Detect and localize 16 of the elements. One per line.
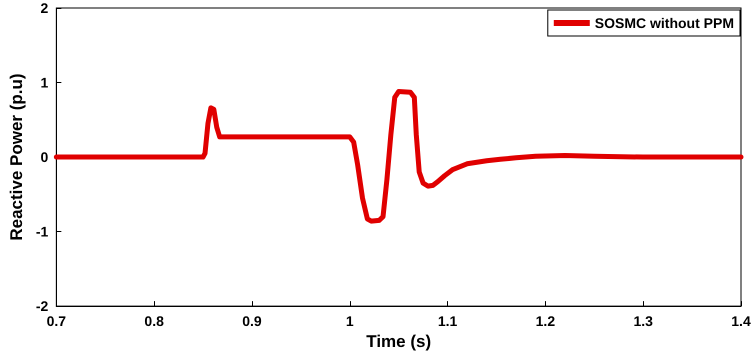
y-tick-label: -2 <box>36 298 49 314</box>
x-tick-label: 1.3 <box>633 313 654 330</box>
x-axis-title: Time (s) <box>366 332 432 351</box>
y-axis-title: Reactive Power (p.u) <box>7 73 26 241</box>
x-tick-label: 1.4 <box>731 313 751 330</box>
x-tick-label: 0.9 <box>242 313 262 330</box>
y-tick-label: 2 <box>40 0 49 16</box>
x-tick-label: 1 <box>346 313 354 330</box>
y-tick-label: -1 <box>36 224 49 240</box>
x-tick-label: 0.8 <box>144 313 164 330</box>
y-tick-label: 1 <box>40 74 49 91</box>
x-tick-label: 1.1 <box>438 313 458 330</box>
legend-label: SOSMC without PPM <box>594 15 734 31</box>
x-tick-label: 0.7 <box>46 313 66 330</box>
y-tick-label: 0 <box>40 149 49 166</box>
x-tick-label: 1.2 <box>536 313 556 330</box>
